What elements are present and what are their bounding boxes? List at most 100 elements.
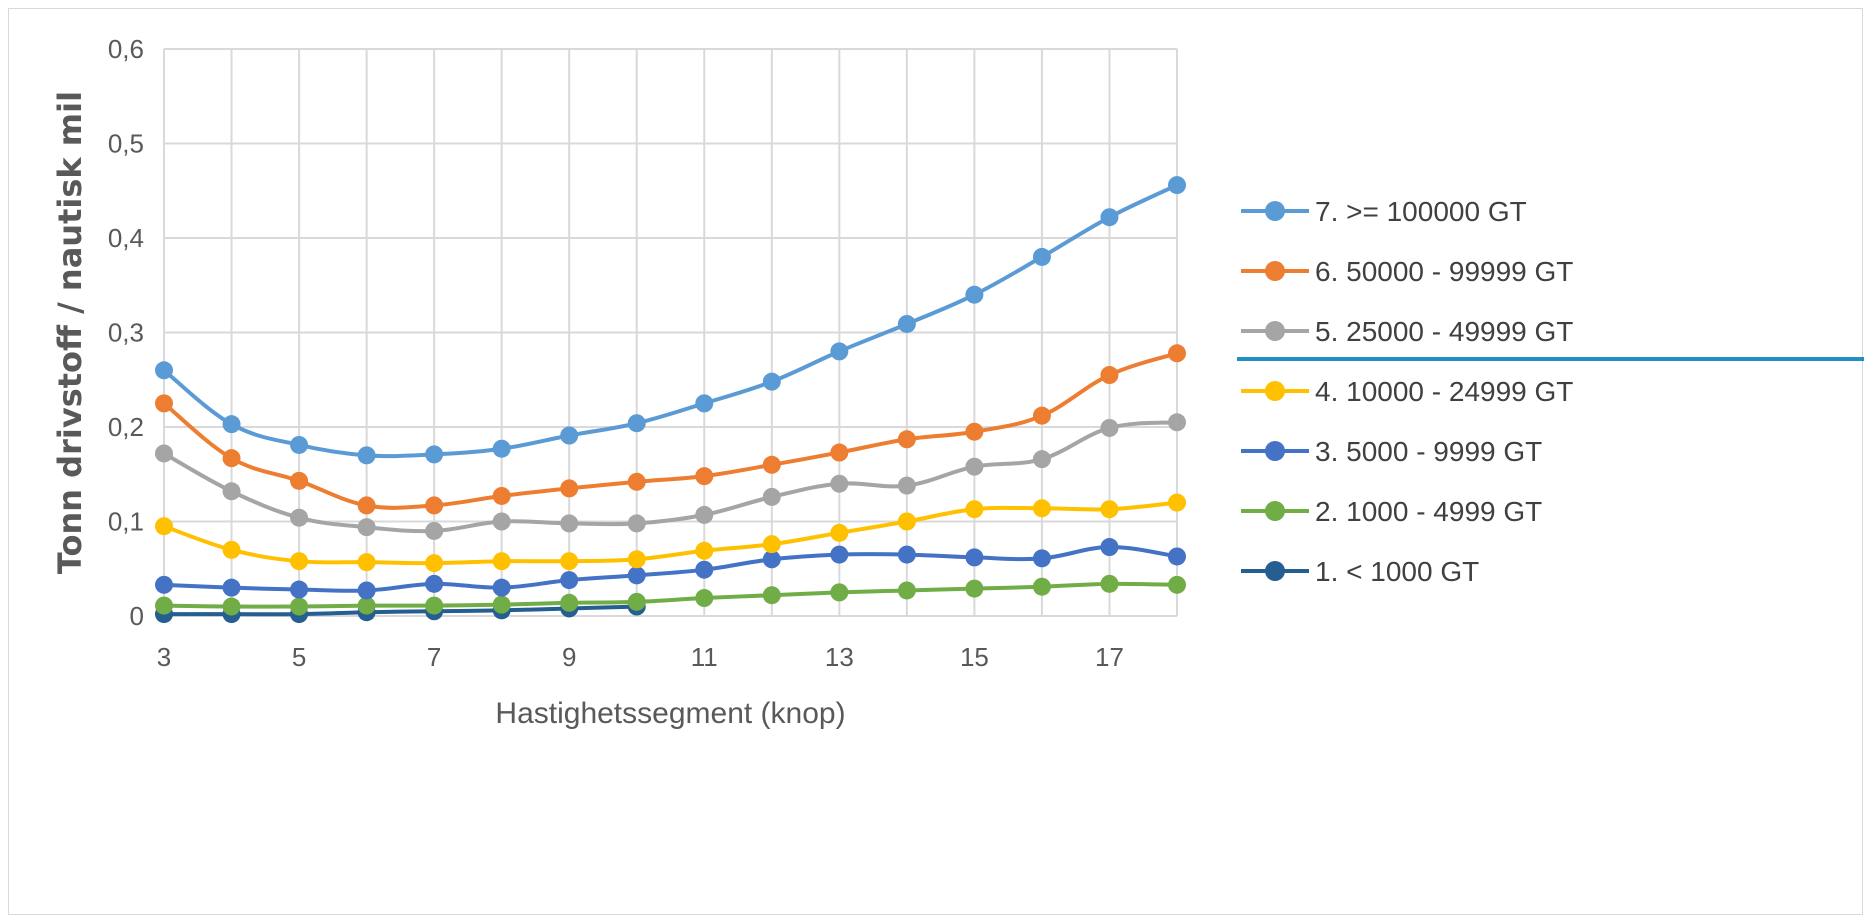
data-point <box>965 579 984 598</box>
series-line <box>162 420 1179 534</box>
legend-label: 7. >= 100000 GT <box>1315 196 1527 227</box>
data-point <box>830 523 849 542</box>
data-point <box>155 361 173 380</box>
data-point <box>425 554 444 573</box>
data-point <box>897 545 916 564</box>
data-point <box>1100 574 1119 593</box>
data-point <box>222 540 241 559</box>
legend-label: 6. 50000 - 99999 GT <box>1315 256 1573 287</box>
series-5 <box>155 538 1186 600</box>
data-point <box>290 580 309 599</box>
data-point <box>155 575 173 594</box>
series-2 <box>155 344 1186 515</box>
series-1 <box>155 176 1186 465</box>
data-point <box>965 422 984 441</box>
y-tick-label: 0,1 <box>108 507 144 537</box>
data-point <box>1168 413 1186 432</box>
data-point <box>222 449 241 468</box>
legend-marker <box>1265 201 1285 221</box>
legend-item: 3. 5000 - 9999 GT <box>1241 436 1542 467</box>
legend-marker <box>1265 321 1285 341</box>
data-point <box>897 430 916 449</box>
x-tick-label: 5 <box>292 642 306 672</box>
data-point <box>357 581 376 600</box>
data-point <box>830 583 849 602</box>
x-axis-title: Hastighetssegment (knop) <box>495 697 845 730</box>
x-tick-label: 11 <box>691 642 718 672</box>
data-point <box>357 496 376 515</box>
data-point <box>357 553 376 572</box>
series-line <box>162 183 1179 459</box>
data-point <box>492 552 511 571</box>
data-point <box>222 597 241 616</box>
series-lines <box>155 176 1186 624</box>
data-point <box>1032 247 1051 266</box>
y-tick-label: 0,5 <box>108 129 144 159</box>
data-point <box>155 444 173 463</box>
series-line <box>162 581 1179 609</box>
data-point <box>290 552 309 571</box>
data-point <box>1032 549 1051 568</box>
data-point <box>492 512 511 531</box>
gridlines <box>163 48 1178 617</box>
legend-item: 2. 1000 - 4999 GT <box>1241 496 1542 527</box>
data-point <box>222 578 241 597</box>
series-4 <box>155 493 1186 573</box>
data-point <box>897 581 916 600</box>
data-point <box>965 457 984 476</box>
data-point <box>290 597 309 616</box>
data-point <box>830 443 849 462</box>
chart-area: 0 0,1 0,2 0,3 0,4 0,5 0,6 3 5 7 9 11 13 15 17 Hastighet… <box>8 8 1864 915</box>
legend-item: 4. 10000 - 24999 GT <box>1241 376 1573 407</box>
data-point <box>222 482 241 501</box>
data-point <box>1032 450 1051 469</box>
data-point <box>357 446 376 465</box>
data-point <box>762 550 781 569</box>
data-point <box>425 496 444 515</box>
data-point <box>1168 344 1186 363</box>
x-tick-label: 13 <box>825 642 854 672</box>
series-line <box>162 545 1179 593</box>
data-point <box>897 512 916 531</box>
line-chart: 0 0,1 0,2 0,3 0,4 0,5 0,6 3 5 7 9 11 13 15 17 Hastighet… <box>51 34 1864 730</box>
y-axis-title: Tonn drivstoff / nautisk mil <box>51 91 89 574</box>
legend-label: 5. 25000 - 49999 GT <box>1315 316 1573 347</box>
data-point <box>1100 366 1119 385</box>
data-point <box>357 596 376 615</box>
legend-label: 4. 10000 - 24999 GT <box>1315 376 1573 407</box>
data-point <box>560 479 579 498</box>
data-point <box>1100 208 1119 227</box>
series-line <box>162 351 1179 510</box>
data-point <box>560 571 579 590</box>
y-tick-label: 0,6 <box>108 34 144 64</box>
data-point <box>155 596 173 615</box>
data-point <box>155 394 173 413</box>
data-point <box>492 578 511 597</box>
data-point <box>830 474 849 493</box>
data-point <box>627 592 646 611</box>
x-tick-label: 3 <box>157 642 171 672</box>
data-point <box>695 394 714 413</box>
y-tick-label: 0,3 <box>108 318 144 348</box>
x-tick-label: 15 <box>960 642 989 672</box>
data-point <box>830 342 849 361</box>
x-tick-label: 7 <box>427 642 441 672</box>
legend-item: 5. 25000 - 49999 GT <box>1241 316 1573 347</box>
data-point <box>1168 176 1186 195</box>
legend-label: 3. 5000 - 9999 GT <box>1315 436 1542 467</box>
data-point <box>155 517 173 536</box>
data-point <box>762 487 781 506</box>
data-point <box>290 471 309 490</box>
data-point <box>1032 499 1051 518</box>
series-6 <box>155 574 1186 616</box>
data-point <box>830 545 849 564</box>
data-point <box>762 535 781 554</box>
legend-item: 6. 50000 - 99999 GT <box>1241 256 1573 287</box>
data-point <box>897 476 916 495</box>
legend-marker <box>1265 561 1285 581</box>
y-tick-label: 0 <box>130 601 144 631</box>
data-point <box>627 472 646 491</box>
data-point <box>290 508 309 527</box>
data-point <box>1100 538 1119 557</box>
data-point <box>492 486 511 505</box>
